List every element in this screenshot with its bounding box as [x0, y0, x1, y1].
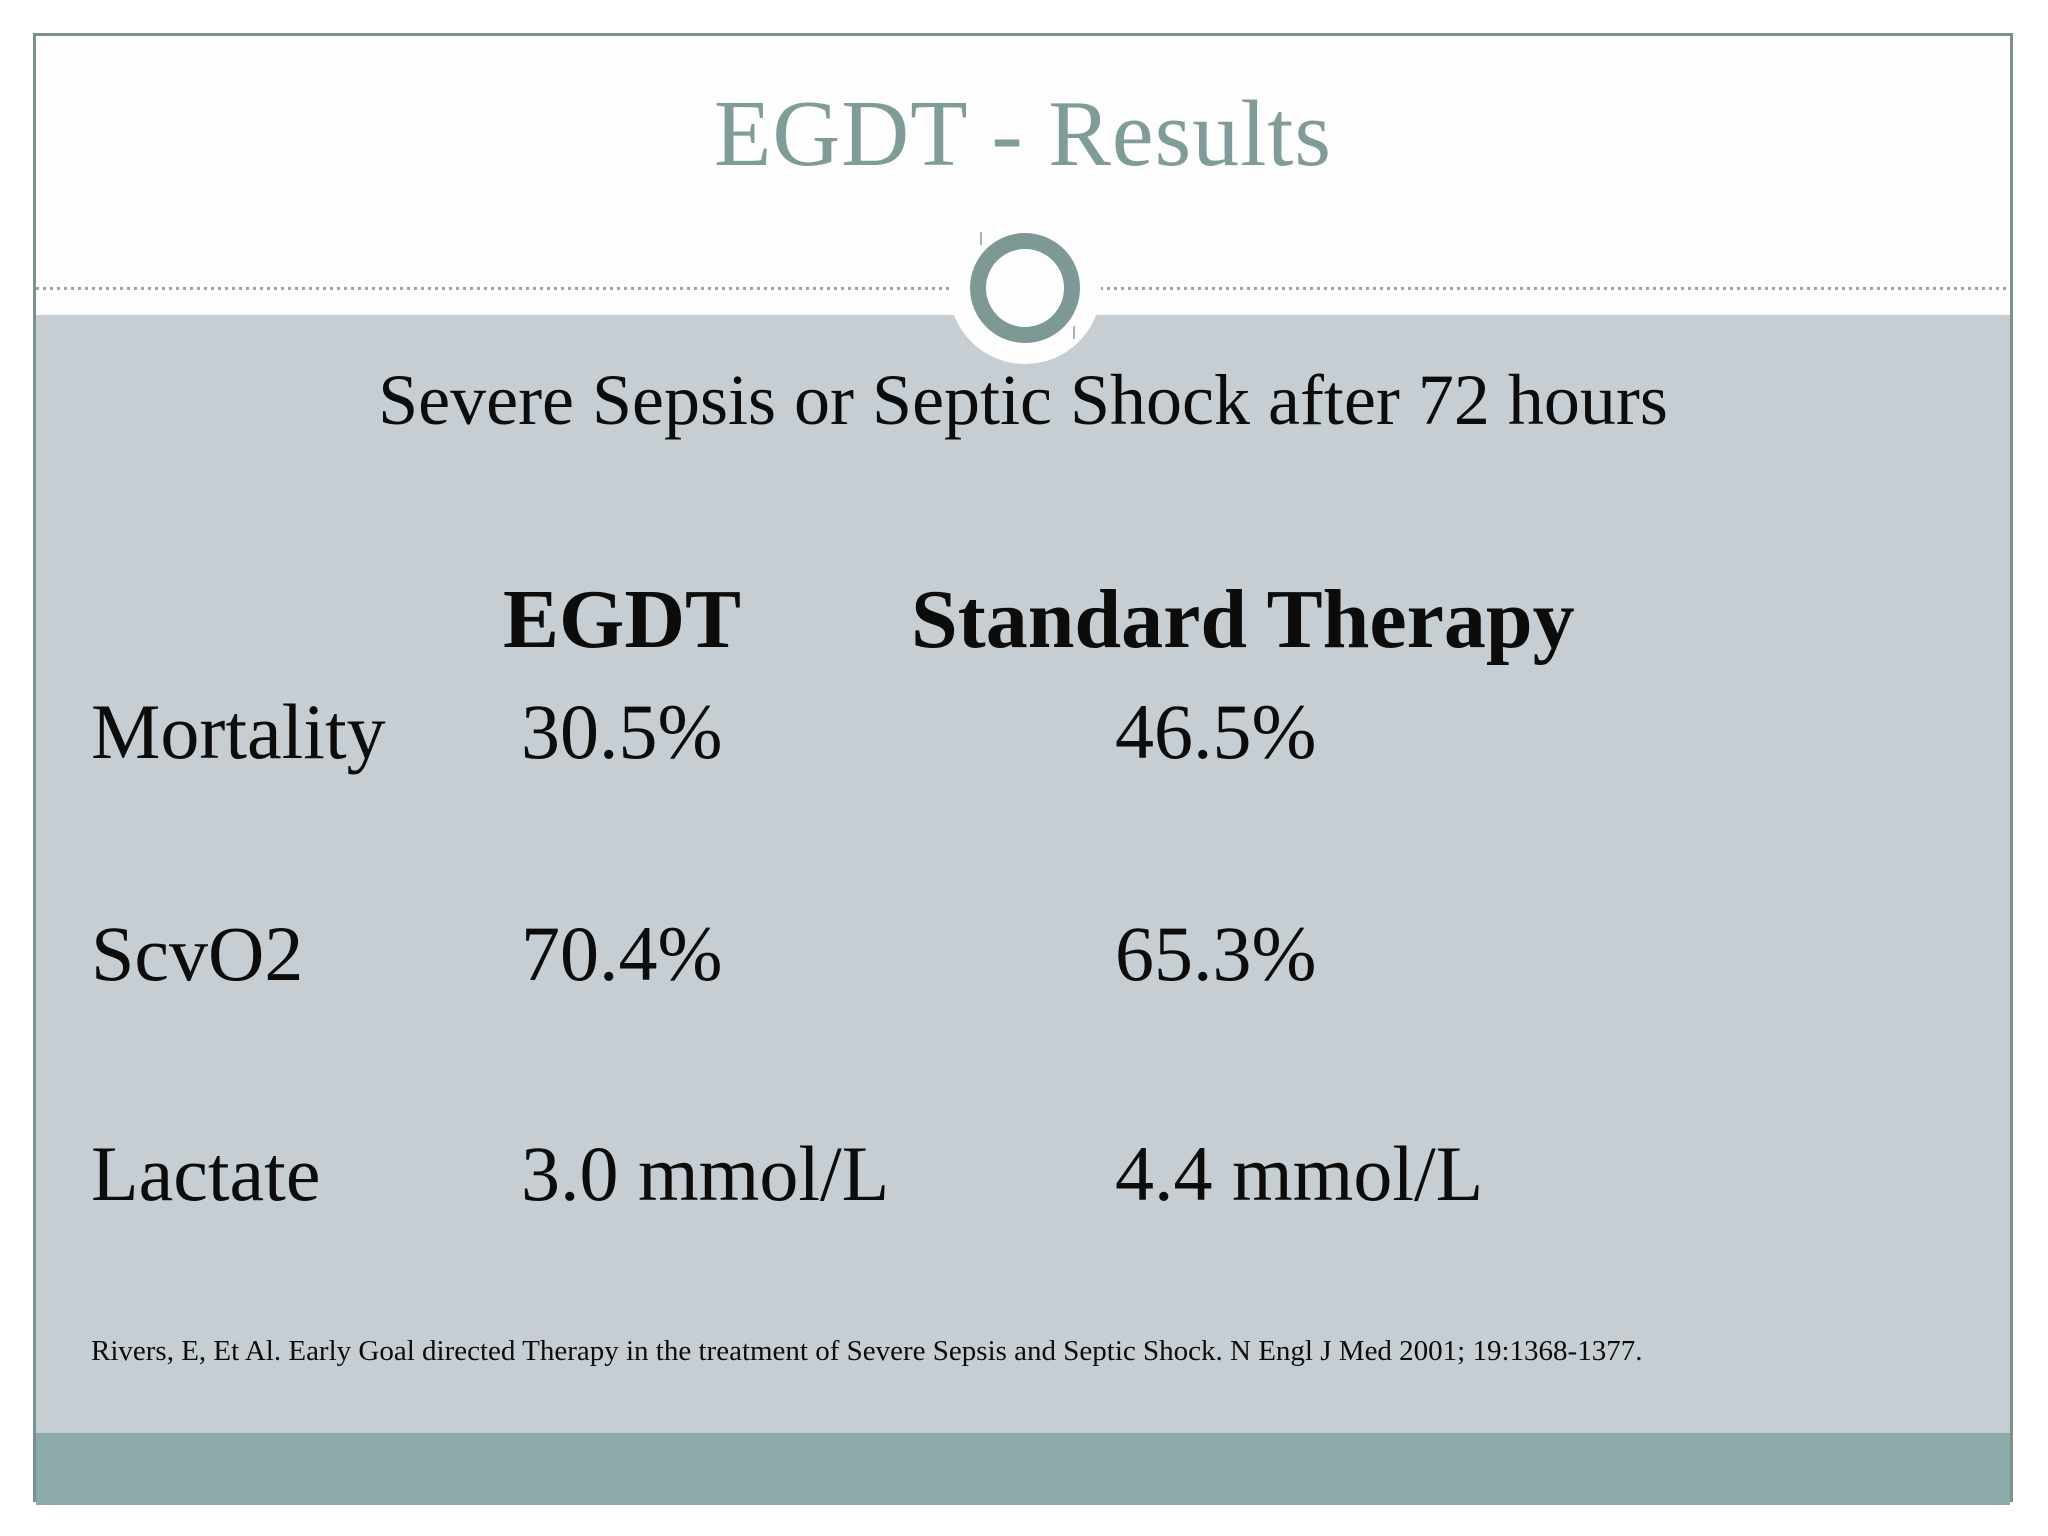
table-header-row: EGDT Standard Therapy: [36, 578, 2010, 678]
row-label-lactate: Lactate: [91, 1130, 321, 1217]
column-header-standard-therapy: Standard Therapy: [911, 573, 1575, 666]
tick-mark-top: [980, 232, 982, 245]
scvo2-standard-value: 65.3%: [1115, 910, 1317, 997]
tick-mark-bottom: [1073, 326, 1075, 339]
footer-bar: [36, 1433, 2010, 1505]
row-label-scvo2: ScvO2: [91, 910, 304, 997]
table-row: Mortality 30.5% 46.5%: [36, 693, 2010, 793]
lactate-standard-value: 4.4 mmol/L: [1115, 1130, 1484, 1217]
slide-title: EGDT - Results: [713, 82, 1333, 186]
column-header-egdt: EGDT: [503, 573, 742, 666]
content-area: Severe Sepsis or Septic Shock after 72 h…: [36, 315, 2010, 1433]
circle-ornament-icon: [970, 233, 1080, 343]
table-row: ScvO2 70.4% 65.3%: [36, 915, 2010, 1015]
content-subtitle: Severe Sepsis or Septic Shock after 72 h…: [378, 360, 1668, 440]
scvo2-egdt-value: 70.4%: [521, 910, 723, 997]
row-label-mortality: Mortality: [91, 688, 386, 775]
mortality-egdt-value: 30.5%: [521, 688, 723, 775]
presentation-slide: EGDT - Results Severe Sepsis or Septic S…: [33, 33, 2013, 1505]
mortality-standard-value: 46.5%: [1115, 688, 1317, 775]
citation-text: Rivers, E, Et Al. Early Goal directed Th…: [91, 1335, 1643, 1367]
lactate-egdt-value: 3.0 mmol/L: [521, 1130, 890, 1217]
table-row: Lactate 3.0 mmol/L 4.4 mmol/L: [36, 1135, 2010, 1235]
